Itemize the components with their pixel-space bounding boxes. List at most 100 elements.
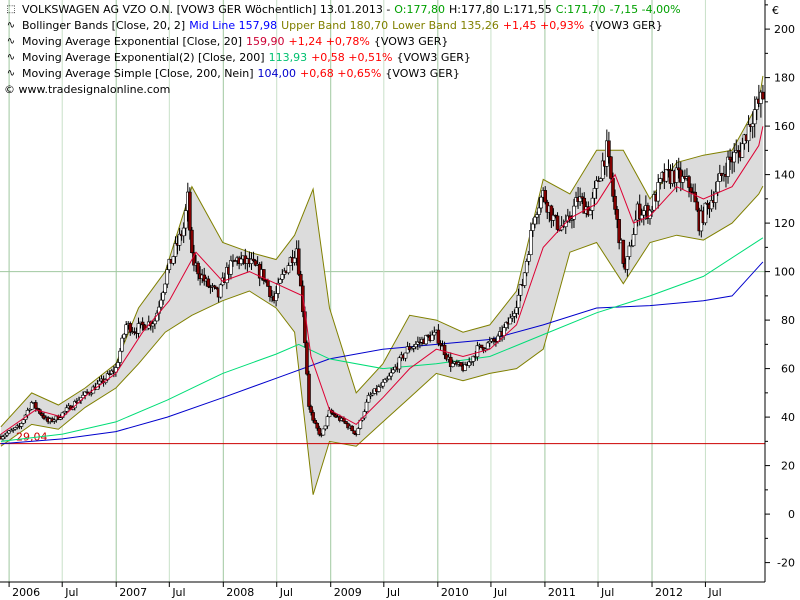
- candle-body: [524, 261, 529, 274]
- candle-body: [424, 335, 428, 345]
- candle-body: [444, 354, 449, 360]
- candle-body: [313, 419, 317, 424]
- chart-settings-icon[interactable]: ⬚: [6, 4, 16, 15]
- candle-body: [674, 167, 679, 183]
- candle-body: [633, 219, 638, 235]
- indicator-label: Moving Average Exponential [Close, 20]: [22, 35, 242, 48]
- x-tick-label: Jul: [279, 586, 293, 599]
- candle-body: [463, 364, 467, 371]
- candle-body: [761, 91, 765, 100]
- candle-body: [218, 284, 223, 298]
- indicator-icon[interactable]: ∿: [6, 68, 16, 79]
- currency-label: €: [772, 4, 779, 17]
- candle-body: [278, 279, 283, 284]
- candle-body: [292, 257, 297, 263]
- candle-body: [11, 428, 16, 431]
- candle-body: [621, 239, 626, 264]
- indicator-icon[interactable]: ∿: [6, 52, 16, 63]
- copyright-text: © www.tradesignalonline.com: [4, 83, 171, 96]
- candle-body: [615, 209, 619, 220]
- candle-body: [450, 363, 455, 367]
- indicator-value: 113,93: [268, 51, 308, 64]
- candle-body: [639, 214, 644, 220]
- candle-body: [140, 321, 145, 326]
- candle-body: [325, 416, 330, 427]
- candle-body: [36, 408, 40, 411]
- candle-body: [311, 412, 315, 421]
- candle-body: [307, 373, 311, 407]
- candle-body: [485, 342, 490, 350]
- candle-body: [713, 191, 718, 203]
- candle-body: [9, 429, 13, 432]
- candle-body: [703, 202, 708, 224]
- candle-body: [268, 286, 272, 297]
- candle-body: [364, 401, 369, 412]
- candle-body: [19, 423, 24, 427]
- indicator-row: ∿ Moving Average Exponential [Close, 20] 1…: [4, 34, 685, 50]
- indicator-value: 104,00: [257, 67, 297, 80]
- candle-body: [580, 196, 584, 199]
- candle-body: [124, 324, 128, 335]
- indicator-row: ∿ Moving Average Simple [Close, 200, Nein…: [4, 66, 685, 82]
- candle-body: [52, 419, 57, 422]
- candle-body: [666, 169, 671, 171]
- indicator-label: Bollinger Bands [Close, 20, 2]: [22, 19, 186, 32]
- candle-body: [627, 245, 632, 257]
- candle-body: [752, 109, 757, 125]
- candle-body: [29, 402, 34, 410]
- candle-body: [317, 427, 322, 435]
- candle-body: [578, 196, 582, 202]
- indicator-row: ∿ Bollinger Bands [Close, 20, 2] Mid Line …: [4, 18, 685, 34]
- candle-body: [631, 234, 636, 247]
- indicator-value: {VOW3 GER}: [373, 35, 449, 48]
- candle-body: [309, 406, 313, 413]
- candle-body: [206, 278, 211, 287]
- candle-body: [239, 258, 244, 265]
- candle-body: [385, 378, 389, 381]
- x-tick-label: 2007: [119, 586, 147, 599]
- candle-body: [42, 415, 46, 419]
- indicator-icon[interactable]: ∿: [6, 36, 16, 47]
- indicator-value: 159,90: [246, 35, 285, 48]
- candle-body: [432, 331, 437, 336]
- candle-body: [177, 233, 182, 246]
- candle-body: [165, 269, 170, 285]
- candle-body: [333, 414, 338, 418]
- candle-body: [5, 432, 9, 436]
- candle-body: [249, 258, 254, 264]
- indicator-value: Mid Line 157,98: [189, 19, 278, 32]
- x-tick-label: Jul: [600, 586, 614, 599]
- candle-body: [315, 422, 320, 429]
- y-tick-label: 200: [774, 23, 795, 36]
- candle-body: [114, 367, 118, 373]
- candle-body: [411, 346, 416, 349]
- candle-body: [298, 274, 303, 287]
- price-change: -7,15 -4,00%: [609, 3, 681, 16]
- candle-body: [350, 425, 354, 432]
- x-tick-label: 2006: [12, 586, 40, 599]
- bollinger-lower-line: [0, 185, 764, 495]
- candle-body: [7, 430, 11, 434]
- candle-body: [136, 323, 141, 334]
- candle-body: [62, 410, 67, 414]
- candle-body: [555, 215, 560, 230]
- candle-body: [253, 260, 258, 266]
- candle-body: [251, 258, 256, 261]
- candle-body: [652, 194, 656, 211]
- y-tick-label: 160: [774, 120, 795, 133]
- candle-body: [430, 334, 435, 341]
- candle-body: [161, 292, 165, 301]
- indicator-row: ∿ Moving Average Exponential(2) [Close, 2…: [4, 50, 685, 66]
- indicator-icon[interactable]: ∿: [6, 20, 16, 31]
- candle-body: [274, 293, 278, 301]
- candle-body: [262, 269, 266, 281]
- candle-body: [469, 361, 474, 363]
- candle-body: [448, 356, 453, 367]
- candle-body: [537, 207, 541, 215]
- candle-body: [442, 344, 447, 356]
- candle-body: [21, 419, 26, 424]
- y-tick-label: 0: [788, 508, 795, 521]
- ohlc-open: O:177,80: [394, 3, 445, 16]
- candle-body: [381, 381, 385, 387]
- candle-body: [588, 210, 593, 216]
